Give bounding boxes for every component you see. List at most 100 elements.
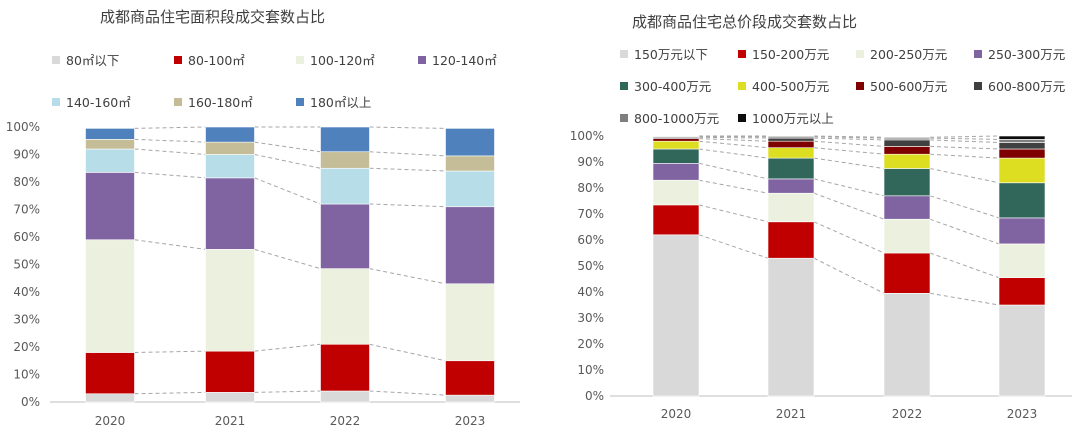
series-connector-line [369, 390, 446, 396]
y-tick-label: 0% [585, 389, 604, 403]
bar-segment [767, 178, 815, 194]
series-connector-line [698, 138, 769, 142]
bar-segment [445, 155, 495, 172]
bar-segment [883, 153, 931, 169]
bar-segment [998, 157, 1046, 184]
bar-segment [205, 141, 255, 155]
legend-label: 140-160㎡ [66, 95, 131, 110]
y-tick-label: 80% [13, 175, 40, 189]
x-tick-label: 2022 [892, 407, 923, 421]
bar-segment [320, 390, 370, 403]
x-tick-label: 2020 [95, 414, 126, 428]
series-connector-line [813, 221, 885, 254]
bar-segment [320, 343, 370, 392]
bar-segment [320, 167, 370, 205]
series-connector-line [698, 136, 769, 139]
bar-segment [320, 268, 370, 345]
y-tick-label: 50% [13, 258, 40, 272]
bar-segment [998, 304, 1046, 397]
legend-label: 200-250万元 [870, 47, 948, 62]
legend-swatch [856, 81, 864, 90]
x-tick-label: 2022 [330, 414, 361, 428]
bar-segment [85, 393, 135, 403]
y-tick-label: 10% [13, 368, 40, 382]
series-connector-line [698, 204, 769, 223]
series-connector-line [929, 195, 1000, 219]
legend-label: 180㎡以上 [310, 95, 372, 110]
bar-segment [998, 277, 1046, 306]
series-connector-line [369, 268, 446, 285]
series-connector-line [929, 145, 1000, 150]
bar-segment [883, 139, 931, 147]
legend-item: 300-400万元 [620, 76, 711, 95]
x-tick-label: 2021 [215, 414, 246, 428]
bar-segment [998, 217, 1046, 245]
legend-swatch [620, 113, 628, 122]
series-connector-line [134, 148, 206, 155]
y-tick-label: 60% [13, 230, 40, 244]
series-connector-line [698, 179, 769, 194]
legend-label: 100-120㎡ [310, 53, 375, 68]
series-connector-line [813, 147, 885, 155]
y-tick-label: 10% [577, 363, 604, 377]
series-connector-line [134, 126, 206, 129]
bar-segment [767, 147, 815, 159]
x-tick-label: 2023 [1007, 407, 1038, 421]
y-tick-label: 20% [13, 340, 40, 354]
legend-item: 1000万元以上 [738, 108, 834, 127]
bar-segment [445, 128, 495, 157]
bar-segment [205, 392, 255, 403]
bar-segment [883, 168, 931, 197]
bar-segment [320, 126, 370, 153]
bar-segment [652, 138, 700, 142]
bar-segment [883, 195, 931, 220]
series-connector-line [698, 162, 769, 180]
bar-segment [445, 394, 495, 403]
bar-segment [998, 142, 1046, 150]
bar-segment [205, 177, 255, 250]
legend-swatch [974, 49, 982, 58]
bar-segment [652, 163, 700, 181]
bar-segment [883, 146, 931, 155]
series-connector-line [813, 137, 885, 141]
series-connector-line [698, 140, 769, 149]
legend-swatch [52, 97, 60, 106]
legend-item: 150万元以下 [620, 44, 708, 63]
bar-segment [445, 206, 495, 285]
y-tick-label: 70% [13, 203, 40, 217]
series-connector-line [813, 140, 885, 147]
legend-swatch [418, 55, 426, 64]
bar-segment [998, 135, 1046, 140]
legend-item: 120-140㎡ [418, 50, 497, 69]
series-connector-line [929, 292, 1000, 306]
chart-title: 成都商品住宅总价段成交套数占比 [632, 13, 858, 31]
y-tick-label: 80% [577, 181, 604, 195]
bar-segment [652, 234, 700, 397]
series-connector-line [254, 248, 321, 270]
legend-swatch [174, 55, 182, 64]
y-tick-label: 60% [577, 233, 604, 247]
chart-title: 成都商品住宅面积段成交套数占比 [100, 8, 326, 26]
series-connector-line [813, 257, 885, 294]
series-connector-line [369, 126, 446, 129]
series-connector-line [134, 391, 206, 395]
bar-segment [205, 350, 255, 393]
chart-plot: 0% 10% 20% 30% 40% 50% 60% 70% 80% 90% 100% 2020 202… [6, 120, 520, 428]
bar-segment [767, 140, 815, 148]
bar-segment [320, 203, 370, 269]
series-connector-line [254, 343, 321, 352]
legend-swatch [620, 49, 628, 58]
legend-item: 500-600万元 [856, 76, 947, 95]
y-tick-label: 30% [577, 311, 604, 325]
series-connector-line [369, 151, 446, 157]
chart-plot: 0% 10% 20% 30% 40% 50% 60% 70% 80% 90% 100% 2020 202… [570, 129, 1072, 421]
series-connector-line [813, 136, 885, 139]
bar-segment [767, 257, 815, 397]
legend-item: 180㎡以上 [296, 92, 371, 111]
legend-label: 250-300万元 [988, 47, 1066, 62]
x-tick-label: 2023 [455, 414, 486, 428]
series-connector-line [134, 350, 206, 353]
series-connector-line [929, 139, 1000, 143]
series-connector-line [369, 203, 446, 208]
bar-segment [85, 139, 135, 150]
